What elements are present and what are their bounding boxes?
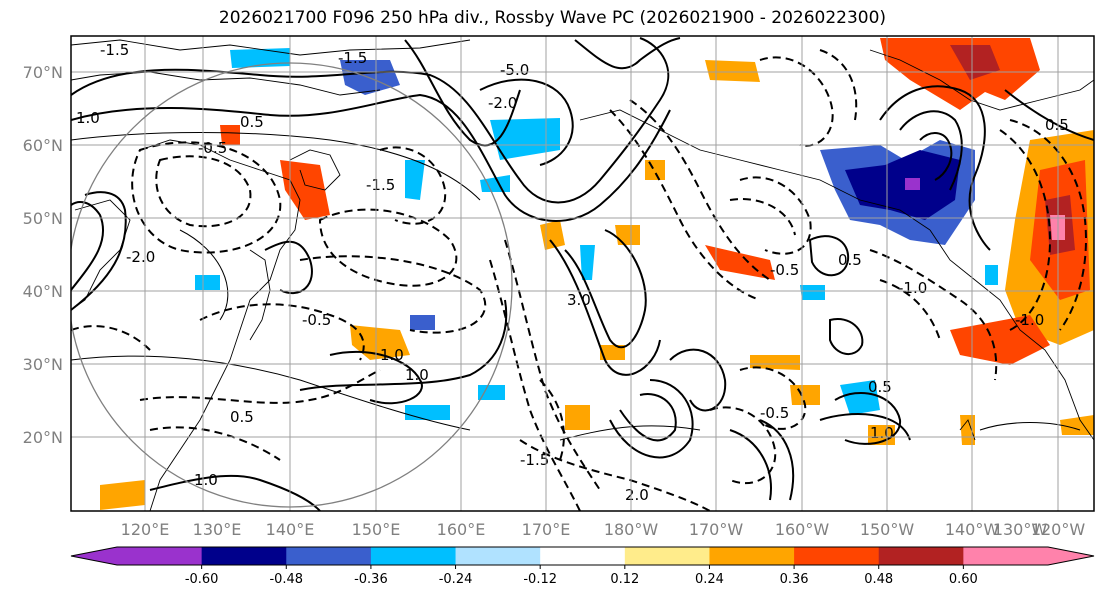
colorbar-cell (709, 547, 795, 565)
contour-label: 1.0 (405, 366, 429, 384)
colorbar-cell (286, 547, 372, 565)
colorbar-extend-max (1048, 547, 1094, 565)
lat-label-30n: 30°N (23, 355, 63, 374)
colorbar-cell (201, 547, 287, 565)
lon-label: 170°E (522, 520, 571, 539)
coastlines (71, 39, 1094, 511)
contour-label: -1.5 (100, 41, 129, 59)
colorbar-cell (794, 547, 880, 565)
contour-label: -0.5 (198, 139, 227, 157)
latitude-labels: 70°N 60°N 50°N 40°N 30°N 20°N (23, 63, 63, 447)
lon-label: 140°W (945, 520, 1000, 539)
map-title: 2026021700 F096 250 hPa div., Rossby Wav… (218, 8, 887, 28)
colorbar-tick-label: -0.48 (269, 572, 303, 587)
contour-label: 1.0 (870, 424, 894, 442)
lat-label-60n: 60°N (23, 136, 63, 155)
longitude-labels: 120°E 130°E 140°E 150°E 160°E 170°E 180°… (121, 520, 1048, 539)
contour-label: 0.5 (230, 408, 254, 426)
colorbar-tick-label: 0.60 (949, 572, 978, 587)
colorbar-tick-label: 0.36 (780, 572, 809, 587)
contour-label: 0.5 (240, 113, 264, 131)
colorbar-tick-label: 0.24 (695, 572, 724, 587)
contour-label: 1.0 (194, 471, 218, 489)
lon-label: 170°W (689, 520, 744, 539)
lon-label: 160°E (437, 520, 486, 539)
lat-label-40n: 40°N (23, 282, 63, 301)
colorbar-cell (963, 547, 1049, 565)
map-frame (70, 35, 1095, 512)
lon-label: 180°W (604, 520, 659, 539)
lon-label: 160°W (775, 520, 830, 539)
colorbar-cell (370, 547, 457, 565)
colorbar-cell (624, 547, 710, 565)
contour-label: -0.5 (760, 404, 789, 422)
colorbar-tick-label: -0.60 (185, 572, 219, 587)
lat-lon-grid (71, 36, 1094, 511)
lon-label: 120°W (1031, 520, 1086, 539)
contour-label: 3.0 (567, 291, 591, 309)
colorbar-cell (455, 547, 541, 565)
lon-label: 140°E (266, 520, 315, 539)
contour-label: 1.0 (76, 109, 100, 127)
colorbar: -0.60 -0.48 -0.36 -0.24 -0.12 0.12 0.24 0.36 0.4… (70, 546, 1095, 587)
lon-label: 130°W (993, 520, 1048, 539)
colorbar-tick-label: -0.24 (439, 572, 473, 587)
lon-label: 130°E (193, 520, 242, 539)
rossby-wave-contours (71, 37, 1094, 511)
colorbar-tick-label: 0.48 (864, 572, 893, 587)
contour-labels: -1.5 0.5 -5.0 -2.0 1.0 -1.5 -0.5 -2.0 3.… (76, 41, 1069, 504)
lon-label: 150°E (352, 520, 401, 539)
contour-label: -0.5 (302, 311, 331, 329)
contour-label: 0.5 (1045, 116, 1069, 134)
colorbar-tick-label: -0.36 (354, 572, 388, 587)
contour-label: 0.5 (868, 378, 892, 396)
colorbar-cell (540, 547, 626, 565)
lon-label: 120°E (121, 520, 170, 539)
reference-circle (71, 62, 513, 508)
colorbar-cell (878, 547, 964, 565)
colorbar-tick-label: -0.12 (523, 572, 557, 587)
contour-label: -2.0 (126, 248, 155, 266)
contour-label: -2.0 (488, 94, 517, 112)
lat-label-20n: 20°N (23, 428, 63, 447)
lat-label-50n: 50°N (23, 209, 63, 228)
contour-label: 1.0 (380, 346, 404, 364)
lat-label-70n: 70°N (23, 63, 63, 82)
contour-label: -1.5 (338, 49, 367, 67)
colorbar-outline (70, 546, 1095, 566)
contour-label: -0.5 (770, 261, 799, 279)
contour-label: 2.0 (625, 486, 649, 504)
colorbar-tick-label: 0.12 (610, 572, 639, 587)
contour-label: 0.5 (838, 251, 862, 269)
contour-label: -1.0 (898, 279, 927, 297)
colorbar-cell (117, 547, 203, 565)
contour-label: -1.0 (1015, 311, 1044, 329)
colorbar-extend-min (71, 547, 117, 565)
divergence-shading (100, 38, 1094, 510)
lon-label: 150°W (860, 520, 915, 539)
contour-label: -1.5 (366, 176, 395, 194)
contour-label: -5.0 (500, 61, 529, 79)
contour-label: -1.5 (520, 451, 549, 469)
